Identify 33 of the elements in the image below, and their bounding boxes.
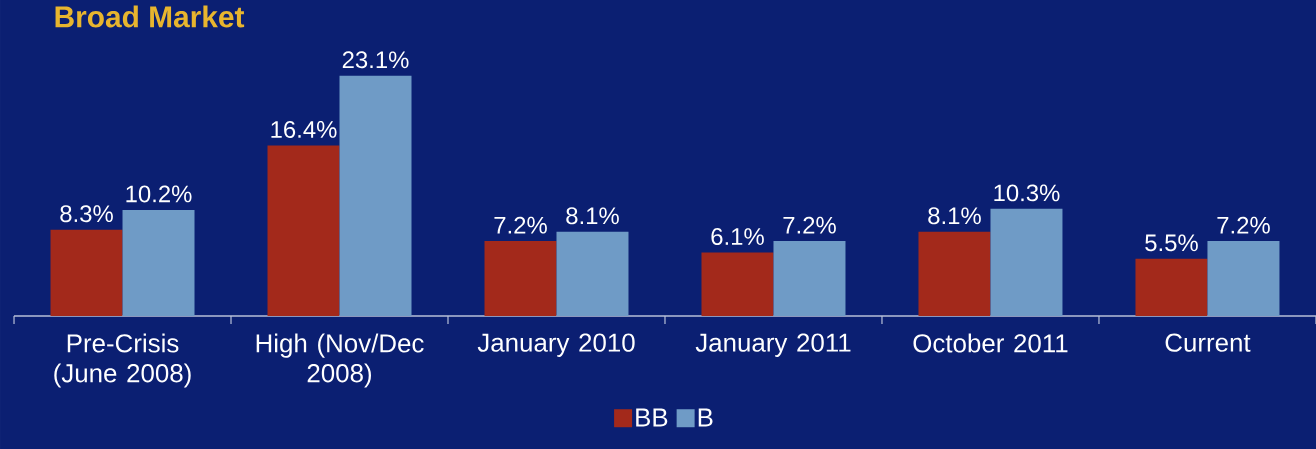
x-tick-label: High (Nov/Dec 2008) xyxy=(256,333,424,388)
bar xyxy=(50,229,123,316)
x-tick-label: January 2011 xyxy=(695,333,851,357)
x-tick-label: Pre-Crisis (June 2008) xyxy=(54,333,191,388)
bar xyxy=(267,145,340,316)
data-label: 10.3% xyxy=(994,184,1060,202)
data-label: 6.1% xyxy=(711,228,764,246)
data-label: 8.3% xyxy=(60,205,113,223)
legend-label: BB xyxy=(636,408,668,427)
data-label: 7.2% xyxy=(494,216,547,234)
data-label: 5.5% xyxy=(1145,234,1198,252)
data-label: 8.1% xyxy=(928,207,981,225)
bar xyxy=(556,231,629,316)
data-label: 23.1% xyxy=(342,51,409,69)
bar xyxy=(1135,258,1208,316)
bar xyxy=(484,241,557,316)
x-tick-label: October 2011 xyxy=(913,333,1068,353)
bar xyxy=(990,208,1063,316)
bar xyxy=(339,75,412,316)
data-label: 7.2% xyxy=(783,216,836,234)
bar xyxy=(1207,241,1280,316)
x-tick-label: Current xyxy=(1165,333,1251,352)
data-label: 7.2% xyxy=(1217,216,1270,234)
x-tick-label: January 2010 xyxy=(477,333,635,357)
data-label: 10.2% xyxy=(126,185,192,203)
bar xyxy=(773,241,846,316)
bar xyxy=(122,209,195,316)
data-label: 8.1% xyxy=(566,207,619,225)
data-label: 16.4% xyxy=(271,120,337,138)
chart-title: Broad Market xyxy=(55,5,245,28)
legend-label: B xyxy=(698,408,713,427)
bar xyxy=(701,252,774,316)
bar xyxy=(918,231,991,316)
